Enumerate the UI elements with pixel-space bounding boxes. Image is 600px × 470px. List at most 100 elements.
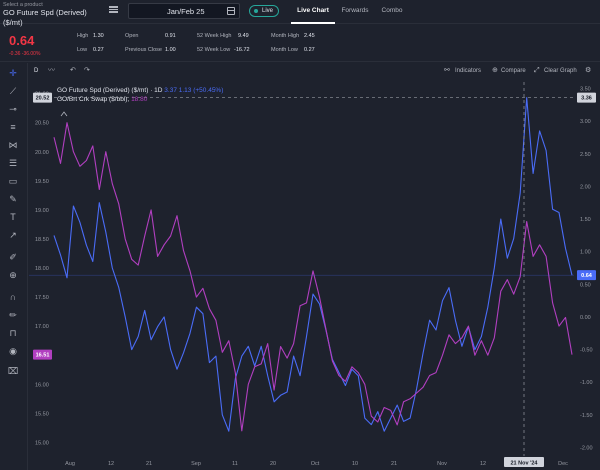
live-label: Live bbox=[262, 8, 274, 14]
stat-month-high-label: Month High bbox=[271, 33, 300, 39]
text-icon[interactable]: T bbox=[10, 212, 16, 222]
magnet-icon[interactable]: ∩ bbox=[9, 292, 17, 302]
stat-month-low-value: 0.27 bbox=[304, 47, 315, 53]
fib-retracement-icon[interactable]: ☰ bbox=[8, 158, 18, 168]
left-axis-tick: 20.00 bbox=[35, 150, 49, 156]
right-axis-tick: -0.50 bbox=[580, 348, 593, 354]
x-axis-tick: 12 bbox=[480, 461, 486, 467]
chart-type-icon[interactable]: 〰 bbox=[48, 67, 55, 74]
stat-52w-low-value: -16.72 bbox=[234, 47, 250, 53]
right-axis-tick: 0.50 bbox=[580, 282, 591, 288]
right-axis-tick: 0.00 bbox=[580, 315, 591, 321]
left-axis-tick: 15.00 bbox=[35, 440, 49, 446]
indicators-icon: ⚯ bbox=[444, 67, 450, 74]
contract-date-field[interactable]: Jan/Feb 25 bbox=[128, 3, 240, 19]
crosshair-right-value-tag: 3.36 bbox=[581, 96, 592, 102]
right-axis-tick: -2.00 bbox=[580, 445, 593, 451]
indicators-button[interactable]: Indicators bbox=[455, 68, 482, 74]
chevron-up-icon[interactable] bbox=[60, 111, 68, 117]
compare-button[interactable]: Compare bbox=[501, 68, 526, 74]
measure-arrow-icon[interactable]: ↗ bbox=[9, 230, 17, 240]
product-selector-value: GO Future Spd (Derived) ($/mt) bbox=[3, 8, 87, 27]
stat-prev-close-label: Previous Close bbox=[125, 47, 162, 53]
stat-low-value: 0.27 bbox=[93, 47, 104, 53]
x-axis-tick: Aug bbox=[65, 461, 75, 467]
x-axis-tick: 10 bbox=[352, 461, 358, 467]
chart-toolbar: D 〰 ↶ ↷ ⚯ Indicators ⊕ Compare ⤢ Clear G… bbox=[28, 63, 600, 81]
legend-series-2-value: 18.80 bbox=[131, 96, 148, 103]
series-1-last-price-tag-bg bbox=[577, 270, 596, 281]
stat-prev-close-value: 1.00 bbox=[165, 47, 176, 53]
parallel-channel-icon[interactable]: ≡ bbox=[10, 122, 16, 132]
calendar-icon[interactable] bbox=[227, 7, 235, 15]
series-go-brt-crk-swap-line[interactable] bbox=[53, 122, 573, 432]
crosshair-x-label-bg bbox=[504, 457, 544, 467]
left-axis-tick: 15.50 bbox=[35, 411, 49, 417]
x-axis-tick: 11 bbox=[232, 461, 238, 467]
right-axis-tick: -1.50 bbox=[580, 413, 593, 419]
legend-series-1[interactable]: GO Future Spd (Derived) ($/mt) · 1D 3.37… bbox=[57, 86, 223, 95]
product-selector[interactable]: Select a product GO Future Spd (Derived)… bbox=[3, 2, 106, 27]
right-axis-tick: 3.50 bbox=[580, 87, 591, 93]
settings-gear-icon[interactable]: ⚙ bbox=[585, 67, 592, 74]
pitchfork-icon[interactable]: ⋈ bbox=[8, 140, 18, 150]
legend-series-2-name: GO/Brt Crk Swap ($/bbl), bbox=[57, 96, 130, 103]
tab-forwards[interactable]: Forwards bbox=[341, 7, 369, 14]
right-axis-tick: 1.00 bbox=[580, 250, 591, 256]
crosshair-left-value-tag: 20.52 bbox=[36, 96, 50, 102]
x-axis-tick: 21 bbox=[146, 461, 152, 467]
lock-icon[interactable]: ⊓ bbox=[9, 328, 17, 338]
series-2-last-price-tag: 16.51 bbox=[36, 353, 50, 359]
price-stats: 0.64 -0.36 -36.00% High 1.30 Low 0.27 Op… bbox=[0, 24, 600, 62]
live-status-dot bbox=[254, 9, 258, 13]
eye-icon[interactable]: ◉ bbox=[9, 346, 17, 356]
left-axis-tick: 18.00 bbox=[35, 266, 49, 272]
drawing-tools: ✛ ⟋ ⊸ ≡ ⋈ ☰ ▭ ✎ T ↗ ✐ ⊕ ∩ ✏ ⊓ ◉ ⌧ bbox=[0, 63, 28, 470]
crosshair-left-value-tag-bg bbox=[33, 92, 52, 103]
legend-series-2[interactable]: GO/Brt Crk Swap ($/bbl), 18.80 bbox=[57, 95, 223, 104]
trash-icon[interactable]: ⌧ bbox=[7, 366, 19, 376]
stat-month-high-value: 2.45 bbox=[304, 33, 315, 39]
crosshair-icon[interactable]: ✛ bbox=[9, 68, 17, 78]
last-price: 0.64 bbox=[9, 33, 35, 48]
redo-icon[interactable]: ↷ bbox=[84, 67, 90, 74]
horizontal-line-icon[interactable]: ⊸ bbox=[9, 104, 17, 114]
right-axis-tick: 2.00 bbox=[580, 184, 591, 190]
live-badge[interactable]: Live bbox=[249, 5, 279, 17]
x-axis-tick: 21 bbox=[391, 461, 397, 467]
clear-graph-button[interactable]: Clear Graph bbox=[544, 68, 577, 74]
contract-date-value: Jan/Feb 25 bbox=[167, 7, 205, 16]
left-axis-tick: 20.50 bbox=[35, 121, 49, 127]
product-selector-label: Select a product bbox=[3, 2, 43, 8]
stat-52w-high-value: 9.49 bbox=[238, 33, 249, 39]
legend-series-1-values: 3.37 1.13 (+50.45%) bbox=[164, 87, 224, 94]
crosshair-right-value-tag-bg bbox=[577, 92, 596, 103]
lock-drawing-icon[interactable]: ✏ bbox=[9, 310, 17, 320]
x-axis-tick: Oct bbox=[311, 461, 320, 467]
tab-combo[interactable]: Combo bbox=[381, 7, 403, 14]
last-change: -0.36 -36.00% bbox=[9, 51, 41, 57]
clear-icon: ⤢ bbox=[534, 67, 540, 74]
x-axis-tick: 12 bbox=[108, 461, 114, 467]
undo-icon[interactable]: ↶ bbox=[70, 67, 76, 74]
interval-button[interactable]: D bbox=[34, 68, 39, 74]
ruler-icon[interactable]: ✐ bbox=[9, 252, 17, 262]
right-axis-tick: 1.50 bbox=[580, 217, 591, 223]
rectangle-icon[interactable]: ▭ bbox=[8, 176, 18, 186]
x-axis-tick: Dec bbox=[558, 461, 568, 467]
stat-low-label: Low bbox=[77, 47, 88, 53]
zoom-icon[interactable]: ⊕ bbox=[9, 270, 17, 280]
left-axis-tick: 17.50 bbox=[35, 295, 49, 301]
tab-live-chart[interactable]: Live Chart bbox=[291, 0, 335, 24]
stat-52w-high-label: 52 Week High bbox=[197, 33, 232, 39]
chart-legend: GO Future Spd (Derived) ($/mt) · 1D 3.37… bbox=[57, 86, 223, 104]
trend-line-icon[interactable]: ⟋ bbox=[9, 86, 17, 96]
left-axis-tick: 19.50 bbox=[35, 179, 49, 185]
series-go-future-spd-line[interactable] bbox=[53, 97, 573, 432]
stat-open-label: Open bbox=[125, 33, 139, 39]
legend-series-1-name: GO Future Spd (Derived) ($/mt) · 1D bbox=[57, 87, 163, 94]
x-axis-tick: 20 bbox=[270, 461, 276, 467]
brush-icon[interactable]: ✎ bbox=[9, 194, 17, 204]
list-icon[interactable] bbox=[109, 5, 119, 15]
